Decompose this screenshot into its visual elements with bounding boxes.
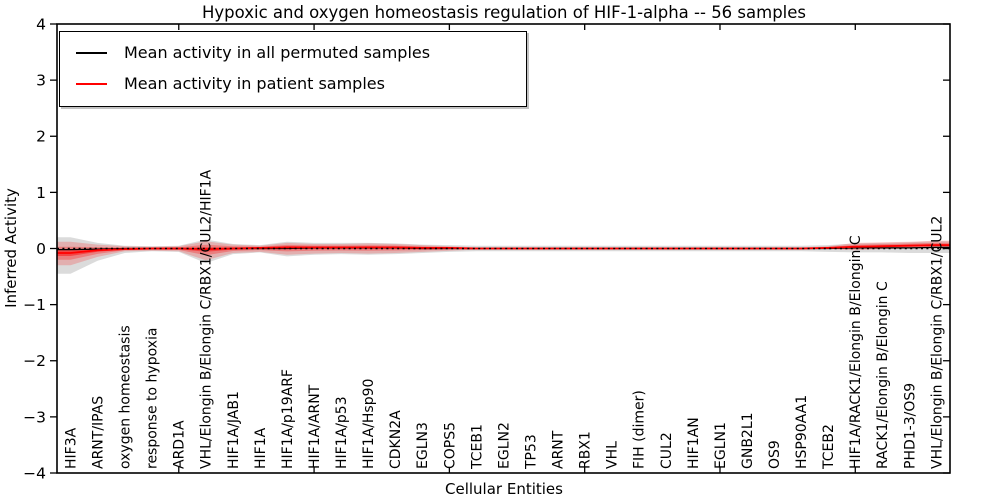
x-category-label: EGLN1 [713,422,729,469]
x-category-label: ARNT [551,430,567,469]
x-category-label: ARNT/IPAS [91,396,107,469]
permuted-band [57,237,950,274]
x-category-label: HIF1A/RACK1/Elongin B/Elongin C [848,235,864,469]
x-category-labels: HIF3A ARNT/IPAS oxygen homeostasis response… [63,169,945,470]
x-category-label: FIH (dimer) [632,390,648,469]
x-category-label: EGLN3 [415,422,431,469]
x-category-label: RACK1/Elongin B/Elongin C [875,281,891,469]
x-category-label: PHD1-3/OS9 [902,383,918,469]
axis-ticks [50,23,950,474]
legend-label-permuted: Mean activity in all permuted samples [124,43,431,62]
legend-label-patient: Mean activity in patient samples [124,74,385,93]
y-tick-label: 2 [36,128,46,146]
x-category-label: HIF1A/p19ARF [280,369,296,469]
x-category-label: HIF1A [253,427,269,469]
legend-entry-patient: Mean activity in patient samples [76,68,516,99]
x-category-label: HIF1A/p53 [334,396,350,469]
confidence-bands [57,237,950,274]
x-category-label: HIF1AN [686,417,702,469]
red-line-swatch [76,82,107,85]
y-tick-labels: −4 −3 −2 −1 0 1 2 3 4 [23,15,46,482]
x-category-label: VHL/Elongin B/Elongin C/RBX1/CUL2/HIF1A [199,169,215,469]
legend-box: Mean activity in all permuted samples Me… [59,31,527,107]
x-category-label: VHL/Elongin B/Elongin C/RBX1/CUL2 [929,216,945,469]
x-category-label: RBX1 [578,431,594,469]
y-tick-label: 1 [36,184,46,202]
x-category-label: HIF1A/Hsp90 [361,379,377,469]
y-tick-label: −1 [23,296,46,314]
legend-entry-permuted: Mean activity in all permuted samples [76,37,516,68]
y-tick-label: 4 [36,15,46,33]
x-category-label: EGLN2 [496,422,512,469]
y-tick-label: −2 [23,352,46,370]
y-tick-label: 3 [36,72,46,90]
y-tick-label: −3 [23,408,46,426]
x-category-label: CUL2 [659,432,675,469]
x-category-label: HIF1A/ARNT [307,384,323,469]
x-category-label: oxygen homeostasis [118,325,134,469]
x-category-label: CDKN2A [388,410,404,469]
x-category-label: HSP90AA1 [794,395,810,469]
x-category-label: HIF3A [63,427,79,469]
x-category-label: ARD1A [172,420,188,469]
x-category-label: OS9 [767,440,783,469]
x-category-label: TCEB1 [469,424,485,470]
x-category-label: response to hypoxia [145,328,161,469]
x-category-label: TCEB2 [821,424,837,470]
mean-lines [57,244,950,254]
black-line-swatch [76,51,107,54]
chart-title: Hypoxic and oxygen homeostasis regulatio… [201,3,807,22]
x-category-label: HIF1A/JAB1 [226,391,242,469]
x-axis-label: Cellular Entities [445,480,563,498]
x-category-label: COPS5 [442,422,458,469]
patient-mean-line [57,244,950,254]
x-category-label: VHL [605,441,621,469]
x-category-label: GNB2L1 [740,412,756,469]
patient-band-layer-0 [57,240,950,266]
y-tick-label: −4 [23,464,46,482]
x-category-label: TP53 [524,434,540,470]
y-tick-label: 0 [36,240,46,258]
